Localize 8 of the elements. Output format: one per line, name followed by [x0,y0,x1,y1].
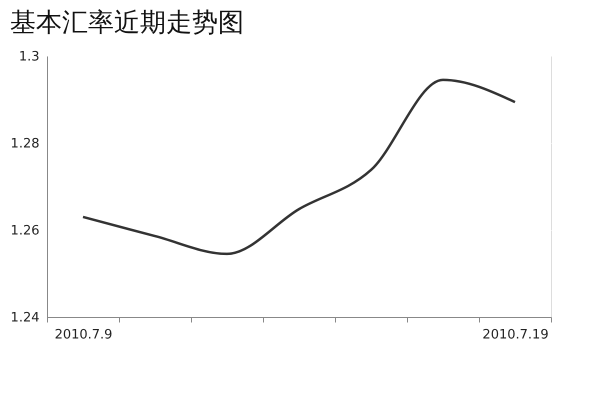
x-tick-label: 2010.7.19 [482,328,549,342]
y-tick-label: 1.28 [10,136,40,152]
line-series [82,78,516,256]
chart-title: 基本汇率近期走势图 [10,8,244,38]
y-tick-label: 1.24 [10,310,40,326]
y-tick-label: 1.3 [18,50,40,64]
x-tick-label: 2010.7.9 [54,328,112,342]
y-tick-label: 1.26 [10,224,40,238]
